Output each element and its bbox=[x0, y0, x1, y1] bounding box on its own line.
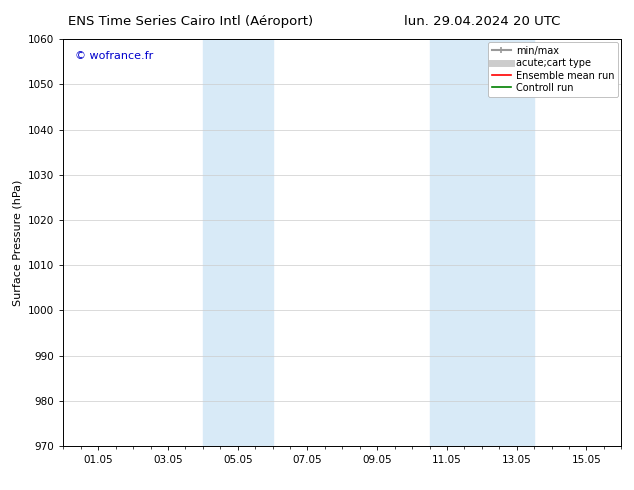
Text: lun. 29.04.2024 20 UTC: lun. 29.04.2024 20 UTC bbox=[404, 15, 560, 28]
Y-axis label: Surface Pressure (hPa): Surface Pressure (hPa) bbox=[13, 179, 23, 306]
Text: ENS Time Series Cairo Intl (Aéroport): ENS Time Series Cairo Intl (Aéroport) bbox=[68, 15, 313, 28]
Legend: min/max, acute;cart type, Ensemble mean run, Controll run: min/max, acute;cart type, Ensemble mean … bbox=[488, 42, 618, 97]
Bar bbox=[429, 39, 534, 446]
Text: © wofrance.fr: © wofrance.fr bbox=[75, 51, 153, 61]
Bar bbox=[203, 39, 273, 446]
